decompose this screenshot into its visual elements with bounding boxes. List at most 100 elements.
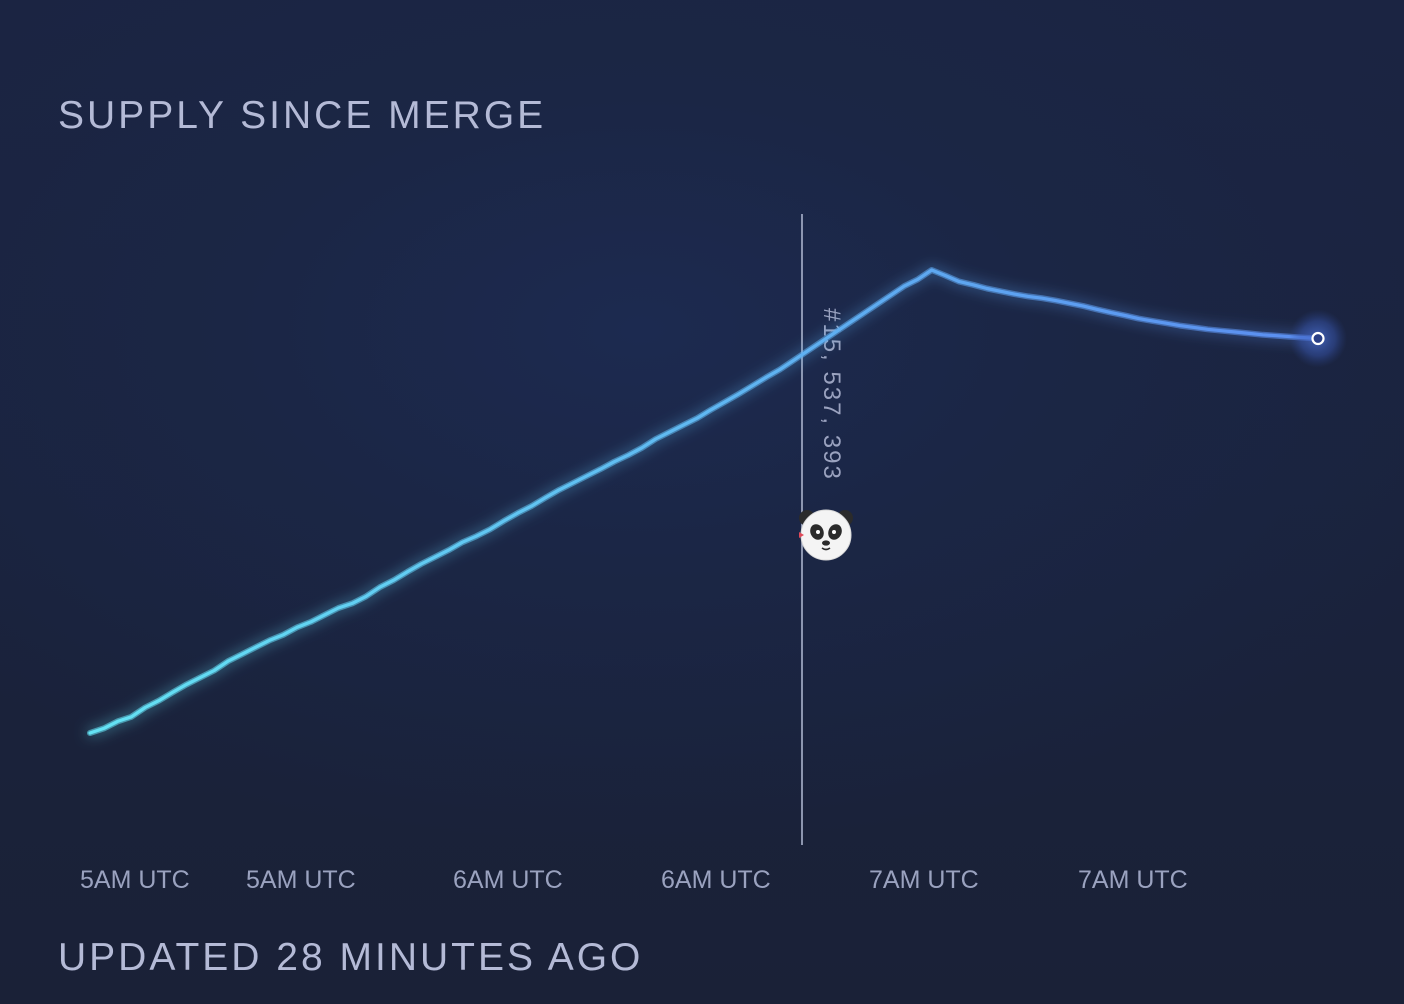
supply-data-point <box>1013 293 1015 295</box>
supply-data-point <box>323 614 325 616</box>
supply-data-point <box>558 489 560 491</box>
supply-data-point <box>489 528 491 530</box>
supply-data-point <box>241 653 243 655</box>
supply-data-point <box>296 626 298 628</box>
panda-eye-right <box>832 530 836 534</box>
supply-data-point <box>448 549 450 551</box>
supply-data-point <box>365 595 367 597</box>
supply-data-point <box>627 454 629 456</box>
supply-series-glow <box>87 267 1321 736</box>
panda-nose <box>822 540 830 546</box>
x-tick-label: 5AM UTC <box>80 866 190 894</box>
supply-data-point <box>820 341 822 343</box>
x-tick-label: 5AM UTC <box>246 866 356 894</box>
supply-data-point <box>1151 320 1153 322</box>
supply-data-point <box>1179 324 1181 326</box>
supply-data-point <box>751 385 753 387</box>
supply-data-point <box>461 541 463 543</box>
supply-data-point <box>972 284 974 286</box>
supply-data-point <box>765 376 767 378</box>
supply-data-point <box>130 716 132 718</box>
supply-data-point <box>848 322 850 324</box>
supply-data-point <box>834 331 836 333</box>
supply-data-point <box>1275 335 1277 337</box>
supply-data-point <box>1248 332 1250 334</box>
x-tick-label: 7AM UTC <box>869 866 979 894</box>
supply-data-point <box>806 350 808 352</box>
supply-data-point <box>958 280 960 282</box>
supply-data-point <box>1110 311 1112 313</box>
supply-data-point <box>103 727 105 729</box>
supply-data-point <box>1220 330 1222 332</box>
supply-data-point <box>1137 317 1139 319</box>
updated-status: UPDATED 28 MINUTES AGO <box>58 936 644 979</box>
supply-data-point <box>779 368 781 370</box>
supply-data-point <box>710 409 712 411</box>
supply-data-point <box>434 556 436 558</box>
supply-data-point <box>586 475 588 477</box>
supply-data-point <box>420 563 422 565</box>
supply-data-point <box>682 424 684 426</box>
x-tick-label: 7AM UTC <box>1078 866 1188 894</box>
panda-eye-left <box>816 530 820 534</box>
supply-data-point <box>1055 299 1057 301</box>
x-tick-label: 6AM UTC <box>453 866 563 894</box>
supply-data-point <box>1041 297 1043 299</box>
supply-data-point <box>737 393 739 395</box>
supply-data-point <box>917 278 919 280</box>
supply-data-point <box>1124 314 1126 316</box>
supply-data-point <box>503 520 505 522</box>
supply-data-point <box>862 313 864 315</box>
supply-data-point <box>1234 331 1236 333</box>
supply-data-point <box>213 669 215 671</box>
supply-data-point <box>530 505 532 507</box>
supply-data-point <box>406 571 408 573</box>
supply-data-point <box>475 535 477 537</box>
supply-data-point <box>544 497 546 499</box>
x-axis: 5AM UTC 5AM UTC 6AM UTC 6AM UTC 7AM UTC … <box>80 866 1188 894</box>
supply-data-point <box>379 586 381 588</box>
supply-data-point <box>889 294 891 296</box>
panda-mouth <box>821 547 831 551</box>
supply-data-point <box>875 304 877 306</box>
supply-data-point <box>944 274 946 276</box>
supply-data-point <box>199 676 201 678</box>
supply-data-point <box>613 461 615 463</box>
supply-data-point <box>310 621 312 623</box>
supply-data-point <box>668 431 670 433</box>
supply-data-point <box>1082 305 1084 307</box>
supply-data-point <box>655 438 657 440</box>
supply-data-point <box>351 602 353 604</box>
supply-points <box>89 269 1319 734</box>
supply-data-point <box>724 401 726 403</box>
x-tick-label: 6AM UTC <box>661 866 771 894</box>
supply-data-point <box>158 699 160 701</box>
supply-data-point <box>1000 290 1002 292</box>
supply-data-point <box>89 732 91 734</box>
supply-data-point <box>185 683 187 685</box>
supply-data-point <box>641 447 643 449</box>
supply-data-point <box>268 639 270 641</box>
current-supply-point[interactable] <box>1289 309 1347 368</box>
supply-data-point <box>1262 334 1264 336</box>
current-point-ring <box>1311 331 1325 346</box>
supply-data-point <box>172 691 174 693</box>
supply-data-point <box>337 607 339 609</box>
chart-title: SUPPLY SINCE MERGE <box>58 94 547 137</box>
supply-data-point <box>793 359 795 361</box>
supply-data-point <box>931 269 933 271</box>
panda-bow <box>799 532 804 538</box>
supply-data-point <box>599 468 601 470</box>
supply-data-point <box>1165 322 1167 324</box>
supply-data-point <box>572 482 574 484</box>
supply-data-point <box>1027 295 1029 297</box>
supply-data-point <box>116 720 118 722</box>
supply-data-point <box>1068 302 1070 304</box>
supply-data-point <box>282 634 284 636</box>
supply-data-point <box>144 706 146 708</box>
supply-data-point <box>986 287 988 289</box>
supply-data-point <box>392 579 394 581</box>
supply-data-point <box>1206 328 1208 330</box>
